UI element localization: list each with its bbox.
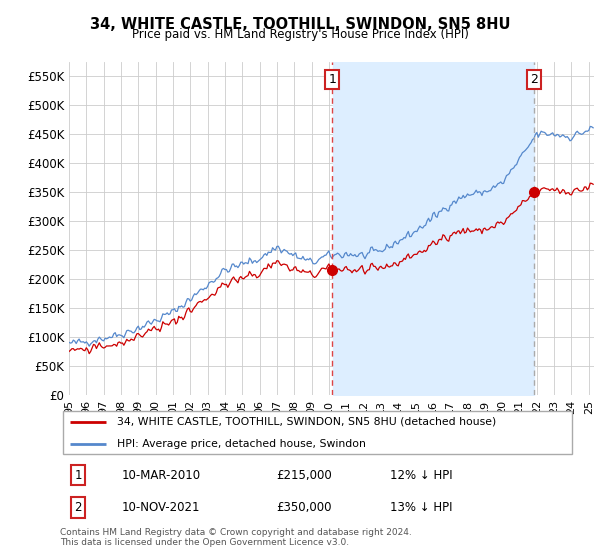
Text: £215,000: £215,000 bbox=[277, 469, 332, 482]
Text: 34, WHITE CASTLE, TOOTHILL, SWINDON, SN5 8HU: 34, WHITE CASTLE, TOOTHILL, SWINDON, SN5… bbox=[90, 17, 510, 32]
Text: Contains HM Land Registry data © Crown copyright and database right 2024.
This d: Contains HM Land Registry data © Crown c… bbox=[60, 528, 412, 547]
Text: 10-NOV-2021: 10-NOV-2021 bbox=[122, 501, 200, 514]
Text: 1: 1 bbox=[328, 73, 336, 86]
Text: 1: 1 bbox=[74, 469, 82, 482]
Text: £350,000: £350,000 bbox=[277, 501, 332, 514]
Text: 2: 2 bbox=[74, 501, 82, 514]
Text: 2: 2 bbox=[530, 73, 538, 86]
Text: 34, WHITE CASTLE, TOOTHILL, SWINDON, SN5 8HU (detached house): 34, WHITE CASTLE, TOOTHILL, SWINDON, SN5… bbox=[117, 417, 496, 427]
Text: 12% ↓ HPI: 12% ↓ HPI bbox=[390, 469, 453, 482]
Text: 13% ↓ HPI: 13% ↓ HPI bbox=[390, 501, 453, 514]
Text: 10-MAR-2010: 10-MAR-2010 bbox=[122, 469, 201, 482]
Text: Price paid vs. HM Land Registry's House Price Index (HPI): Price paid vs. HM Land Registry's House … bbox=[131, 28, 469, 41]
Text: HPI: Average price, detached house, Swindon: HPI: Average price, detached house, Swin… bbox=[117, 438, 365, 449]
FancyBboxPatch shape bbox=[62, 411, 572, 454]
